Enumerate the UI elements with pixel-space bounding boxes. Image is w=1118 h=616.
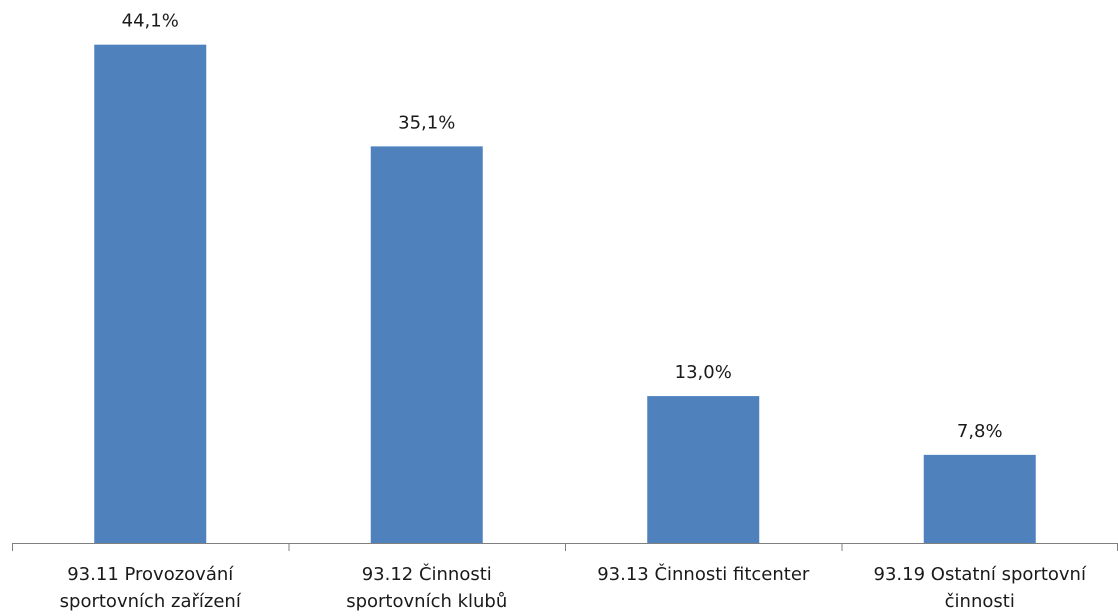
x-axis [12, 543, 1118, 551]
category-label-1-line-2: sportovních zařízení [60, 591, 242, 612]
category-label-4-line-1: 93.19 Ostatní sportovní [874, 564, 1087, 585]
value-labels-group: 44,1% 35,1% 13,0% 7,8% [122, 11, 1003, 442]
bar-2 [370, 146, 483, 543]
data-label-2: 35,1% [398, 112, 455, 133]
bar-1 [94, 44, 207, 544]
category-label-1-line-1: 93.11 Provozování [67, 564, 234, 585]
category-labels-group: 93.11 Provozování sportovních zařízení93.… [60, 563, 1087, 612]
category-label-4: 93.19 Ostatní sportovní činnosti [874, 564, 1087, 612]
bar-4 [923, 454, 1036, 543]
category-label-4-line-2: činnosti [945, 591, 1015, 612]
bars-group [94, 44, 1036, 544]
bar-3 [647, 396, 760, 543]
data-label-1: 44,1% [122, 11, 179, 32]
category-label-2-line-1: 93.12 Činnosti [362, 563, 492, 585]
category-label-2-line-2: sportovních klubů [346, 591, 507, 612]
category-label-1: 93.11 Provozování sportovních zařízení [60, 564, 242, 612]
category-label-3-line-1: 93.13 Činnosti fitcenter [597, 563, 810, 585]
data-label-4: 7,8% [957, 421, 1003, 442]
category-label-2: 93.12 Činnosti sportovních klubů [346, 563, 507, 612]
category-label-3: 93.13 Činnosti fitcenter [597, 563, 810, 585]
data-label-3: 13,0% [675, 362, 732, 383]
